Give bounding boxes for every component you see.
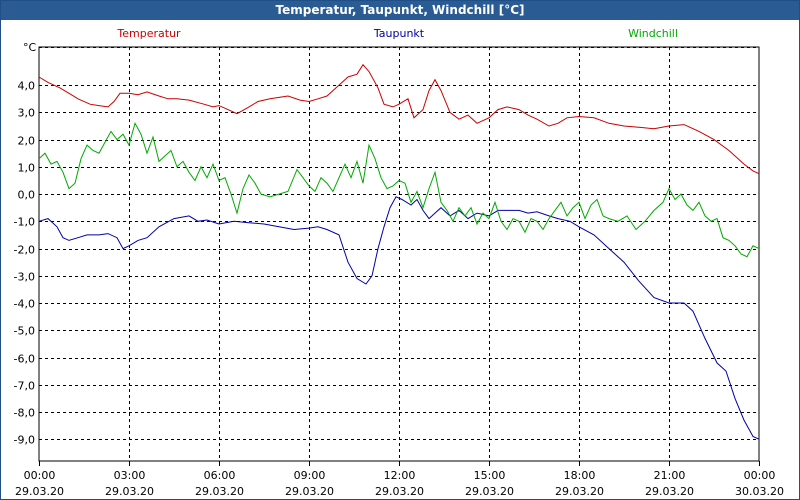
y-tick-label: 2,0 [18, 135, 36, 148]
legend-item-taupunkt: Taupunkt [373, 27, 425, 40]
legend-item-temperatur: Temperatur [116, 27, 181, 40]
x-tick-date: 29.03.20 [105, 485, 154, 498]
y-tick-label: 4,0 [18, 80, 36, 93]
series-line-temperatur [38, 63, 760, 175]
x-tick-time: 15:00 [474, 469, 506, 482]
x-tick-time: 00:00 [744, 469, 776, 482]
x-tick-date: 29.03.20 [555, 485, 604, 498]
x-tick-date: 29.03.20 [465, 485, 514, 498]
y-tick-label: 3,0 [18, 107, 36, 120]
series-line-taupunkt [38, 196, 760, 440]
x-tick-time: 21:00 [654, 469, 686, 482]
y-tick-label: -8,0 [14, 407, 35, 420]
y-tick-label: -3,0 [14, 271, 35, 284]
x-tick-date: 29.03.20 [285, 485, 334, 498]
x-tick-date: 29.03.20 [15, 485, 64, 498]
y-axis-unit-label: °C [23, 41, 37, 54]
y-tick-label: -9,0 [14, 434, 35, 447]
y-tick-label: 1,0 [18, 162, 36, 175]
grid-lines [39, 47, 759, 461]
y-tick-label: -4,0 [14, 298, 35, 311]
y-tick-label: -6,0 [14, 353, 35, 366]
x-tick-time: 09:00 [294, 469, 326, 482]
legend-item-windchill: Windchill [628, 27, 678, 40]
y-tick-label: -1,0 [14, 216, 35, 229]
y-tick-label: -5,0 [14, 325, 35, 338]
x-tick-time: 06:00 [204, 469, 236, 482]
legend: Temperatur Taupunkt Windchill [116, 27, 678, 40]
y-tick-label: 0,0 [18, 189, 36, 202]
y-axis: °C 4,0 3,0 2,0 1,0 0,0 -1,0 -2,0 -3,0 -4,0 -5,0 -6… [14, 41, 37, 447]
x-tick-date: 29.03.20 [645, 485, 694, 498]
series-line-windchill [38, 121, 760, 258]
x-tick-date: 29.03.20 [375, 485, 424, 498]
x-tick-time: 12:00 [384, 469, 416, 482]
window-title: Temperatur, Taupunkt, Windchill [°C] [1, 1, 799, 20]
x-tick-time: 03:00 [114, 469, 146, 482]
x-tick-date: 30.03.20 [735, 485, 784, 498]
x-tick-time: 18:00 [564, 469, 596, 482]
x-axis: 00:00 29.03.20 03:00 29.03.20 06:00 29.03.20 0… [15, 461, 784, 498]
x-tick-date: 29.03.20 [195, 485, 244, 498]
x-tick-time: 00:00 [24, 469, 56, 482]
y-tick-label: -7,0 [14, 380, 35, 393]
y-tick-label: -2,0 [14, 244, 35, 257]
series-lines [38, 63, 760, 440]
